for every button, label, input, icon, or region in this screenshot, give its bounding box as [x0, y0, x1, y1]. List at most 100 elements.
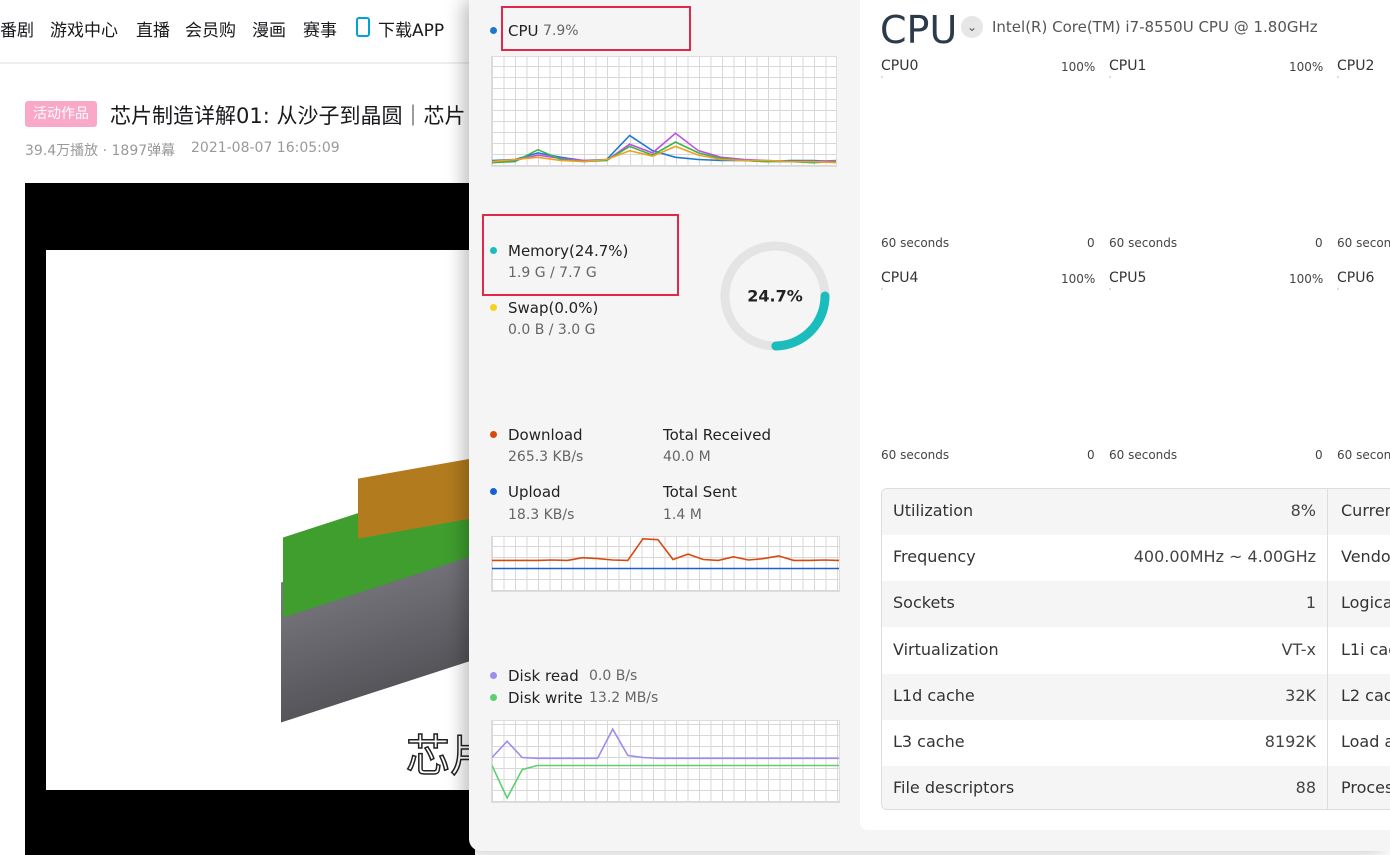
subtitle: 芯片: [405, 730, 476, 783]
nav-item[interactable]: 漫画: [252, 21, 286, 41]
table-divider: [1327, 489, 1328, 809]
info-value: VT-x: [1281, 639, 1317, 659]
info-key: L2 cach: [1341, 685, 1390, 705]
core-time: 60 seconds: [1337, 448, 1390, 462]
info-key: Proces: [1341, 778, 1390, 798]
highlight-cpu: [501, 6, 691, 51]
info-table: Utilization 8% Curren Frequency 400.00MHz ~ …: [881, 488, 1390, 810]
disk-read-dot: [490, 672, 497, 679]
cpu-title: CPU: [880, 8, 958, 52]
system-monitor: CPU 7.9% Memory(24.7%) 1.9 G / 7.7 G Swa…: [469, 0, 1390, 851]
core-name: CPU6: [1337, 270, 1375, 286]
core-graph: [881, 76, 883, 78]
core-end: 0: [1315, 448, 1323, 462]
received-label: Total Received: [663, 426, 772, 444]
phone-icon: [356, 17, 370, 37]
core-max: 100%: [1289, 60, 1324, 74]
info-value: 1: [1305, 593, 1316, 613]
info-row: [882, 489, 1390, 535]
series-line: [492, 727, 839, 760]
info-key: Load a: [1341, 732, 1390, 751]
video-stats: 39.4万播放 · 1897弹幕: [25, 143, 176, 159]
received-value: 40.0 M: [663, 449, 711, 465]
info-key: L3 cache: [893, 732, 965, 751]
cpu-dropdown[interactable]: ⌄: [961, 16, 983, 38]
network-graph: [491, 536, 840, 592]
disk-write-label: Disk write: [508, 689, 583, 707]
core-end: 0: [1315, 236, 1323, 250]
core-time: 60 seconds: [881, 236, 950, 250]
core-graph: [1337, 288, 1339, 290]
info-row: [882, 535, 1390, 582]
core-time: 60 seconds: [1109, 236, 1178, 250]
core-graph: [1109, 288, 1111, 290]
cpu-label: CPU: [508, 22, 539, 40]
core-end: 0: [1087, 448, 1095, 462]
core-graph: [1109, 76, 1111, 78]
info-value: 88: [1295, 778, 1316, 798]
core-max: 100%: [1289, 272, 1324, 286]
badge: 活动作品: [25, 101, 97, 127]
download-label: Download: [508, 426, 583, 444]
disk-read-label: Disk read: [508, 667, 579, 685]
core-end: 0: [1087, 236, 1095, 250]
core-name: CPU1: [1109, 58, 1147, 74]
info-key: Utilization: [893, 501, 974, 520]
download-app[interactable]: 下载APP: [378, 21, 445, 41]
series-line: [492, 145, 836, 164]
sent-label: Total Sent: [663, 483, 737, 501]
nav-item[interactable]: 直播: [136, 21, 170, 41]
disk-graph: [491, 720, 840, 803]
info-value: 8%: [1290, 501, 1316, 520]
memory-gauge: 24.7%: [720, 241, 830, 351]
info-row: [882, 581, 1390, 628]
info-key: Sockets: [893, 593, 955, 613]
info-key: L1d cache: [893, 685, 975, 705]
core-name: CPU2: [1337, 58, 1375, 74]
info-row: [882, 766, 1390, 809]
core-graph: [1337, 76, 1339, 78]
info-key: Curren: [1341, 501, 1390, 520]
core-time: 60 seconds: [1109, 448, 1178, 462]
series-line: [492, 537, 839, 562]
core-name: CPU5: [1109, 270, 1147, 286]
info-key: Vendo: [1341, 547, 1390, 567]
info-value: 400.00MHz ~ 4.00GHz: [1133, 547, 1316, 567]
core-name: CPU4: [881, 270, 919, 286]
upload-value: 18.3 KB/s: [508, 507, 575, 523]
sent-value: 1.4 M: [663, 507, 702, 523]
nav-item[interactable]: 番剧: [0, 21, 34, 41]
info-key: File descriptors: [893, 778, 1015, 798]
upload-dot: [490, 488, 497, 495]
nav-item[interactable]: 会员购: [185, 21, 236, 41]
nav-item[interactable]: 游戏中心: [50, 21, 118, 41]
core-max: 100%: [1061, 60, 1096, 74]
swap-dot: [490, 304, 497, 311]
memory-dot: [490, 247, 497, 254]
upload-label: Upload: [508, 483, 561, 501]
core-max: 100%: [1061, 272, 1096, 286]
video-frame: 芯片: [46, 250, 476, 790]
info-value: 8192K: [1264, 732, 1316, 751]
core-name: CPU0: [881, 58, 919, 74]
info-key: L1i cac: [1341, 639, 1390, 659]
highlight-memory: [482, 214, 679, 296]
nav-item[interactable]: 赛事: [303, 21, 337, 41]
info-key: Virtualization: [893, 639, 999, 659]
cpu-graph: [491, 56, 837, 167]
info-row: [882, 627, 1390, 674]
video-date: 2021-08-07 16:05:09: [191, 140, 340, 156]
core-time: 60 seconds: [1337, 236, 1390, 250]
swap-detail: 0.0 B / 3.0 G: [508, 322, 596, 338]
core-graph: [881, 288, 883, 290]
download-value: 265.3 KB/s: [508, 449, 584, 465]
disk-read-value: 0.0 B/s: [589, 668, 638, 684]
cpu-value: 7.9%: [543, 23, 579, 39]
memory-label: Memory(24.7%): [508, 242, 629, 260]
cpu-model: Intel(R) Core(TM) i7-8550U CPU @ 1.80GHz: [992, 18, 1318, 36]
gauge-label: 24.7%: [747, 287, 803, 306]
info-value: 32K: [1285, 685, 1316, 705]
cpu-detail: CPU ⌄ Intel(R) Core(TM) i7-8550U CPU @ 1…: [860, 0, 1390, 830]
